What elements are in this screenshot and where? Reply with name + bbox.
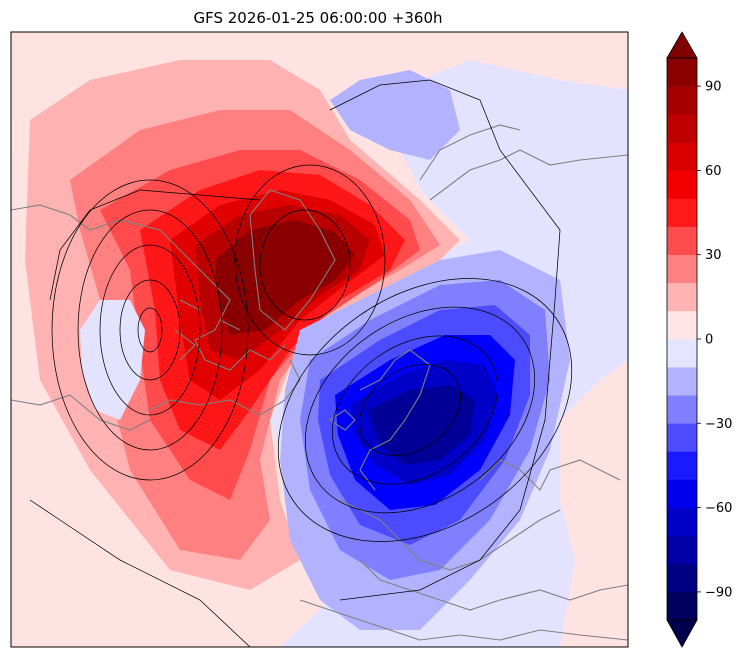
contour-low-west-2 xyxy=(119,279,181,381)
plot-title: GFS 2026-01-25 06:00:00 +360h xyxy=(193,9,442,27)
neg-anomaly-6 xyxy=(368,385,475,465)
filled-contours xyxy=(11,32,628,647)
coast-iceland xyxy=(329,409,356,431)
coast-black-caspian xyxy=(479,459,621,491)
contour-low-east-4 xyxy=(277,278,573,542)
contour-outer-1 xyxy=(329,79,561,601)
pos-anomaly-7 xyxy=(215,220,355,335)
colorbar-level xyxy=(667,367,697,396)
colorbar-tick-label: 0 xyxy=(705,333,713,348)
colorbar-tick-label: −60 xyxy=(705,501,732,516)
colorbar-level xyxy=(667,423,697,452)
contour-low-east-2 xyxy=(332,335,498,485)
colorbar-segments xyxy=(667,58,697,621)
contour-high-north-1 xyxy=(259,209,351,321)
colorbar-level xyxy=(667,282,697,312)
colorbar-level xyxy=(667,479,697,508)
colorbar-level xyxy=(667,310,697,340)
colorbar-level xyxy=(667,170,697,199)
coastlines xyxy=(11,124,628,641)
coast-mediterranean xyxy=(299,599,628,641)
pos-anomaly-edge xyxy=(560,360,628,647)
colorbar-level xyxy=(667,395,697,424)
coast-greenland xyxy=(249,189,336,331)
coast-europe xyxy=(339,499,628,611)
colorbar-level xyxy=(667,226,697,255)
contour-outer-2 xyxy=(29,189,261,647)
colorbar-tick-label: 60 xyxy=(705,164,722,179)
contour-low-east-1 xyxy=(359,364,461,456)
contour-low-west-3 xyxy=(99,244,201,416)
colorbar-level xyxy=(667,535,697,565)
colorbar-level xyxy=(667,451,697,480)
colorbar-ticks: 90 60 30 0 −30 −60 −90 xyxy=(697,80,732,600)
neg-anomaly-0 xyxy=(330,70,460,160)
colorbar: 90 60 30 0 −30 −60 −90 xyxy=(666,31,732,648)
colorbar-tick-label: −90 xyxy=(705,585,732,600)
coast-scandinavia xyxy=(359,349,431,491)
colorbar-level xyxy=(667,507,697,536)
colorbar-tick-label: −30 xyxy=(705,417,732,432)
colorbar-tick-label: 30 xyxy=(705,248,722,263)
colorbar-level xyxy=(667,58,697,87)
coast-siberia xyxy=(419,124,628,201)
map-panel xyxy=(10,31,629,648)
colorbar-level xyxy=(667,563,697,593)
contour-low-east-3 xyxy=(304,306,536,514)
map-frame xyxy=(10,31,629,648)
contour-lines xyxy=(29,79,573,647)
contour-low-west-5 xyxy=(51,179,249,481)
colorbar-level xyxy=(667,254,697,284)
colorbar-level xyxy=(667,591,697,621)
coast-north-america xyxy=(11,204,301,431)
colorbar-level xyxy=(667,198,697,227)
colorbar-level xyxy=(667,114,697,143)
colorbar-level xyxy=(667,339,697,368)
colorbar-level xyxy=(667,86,697,115)
contour-low-west-4 xyxy=(77,209,223,451)
contour-low-west-1 xyxy=(137,307,163,353)
colorbar-extend-top xyxy=(666,31,698,59)
colorbar-level xyxy=(667,142,697,171)
colorbar-tick-label: 90 xyxy=(705,80,722,95)
coast-arctic-archipelago xyxy=(174,259,286,371)
colorbar-extend-bottom xyxy=(666,619,698,648)
contour-high-north-2 xyxy=(234,164,386,356)
neutral-patch xyxy=(80,300,145,420)
